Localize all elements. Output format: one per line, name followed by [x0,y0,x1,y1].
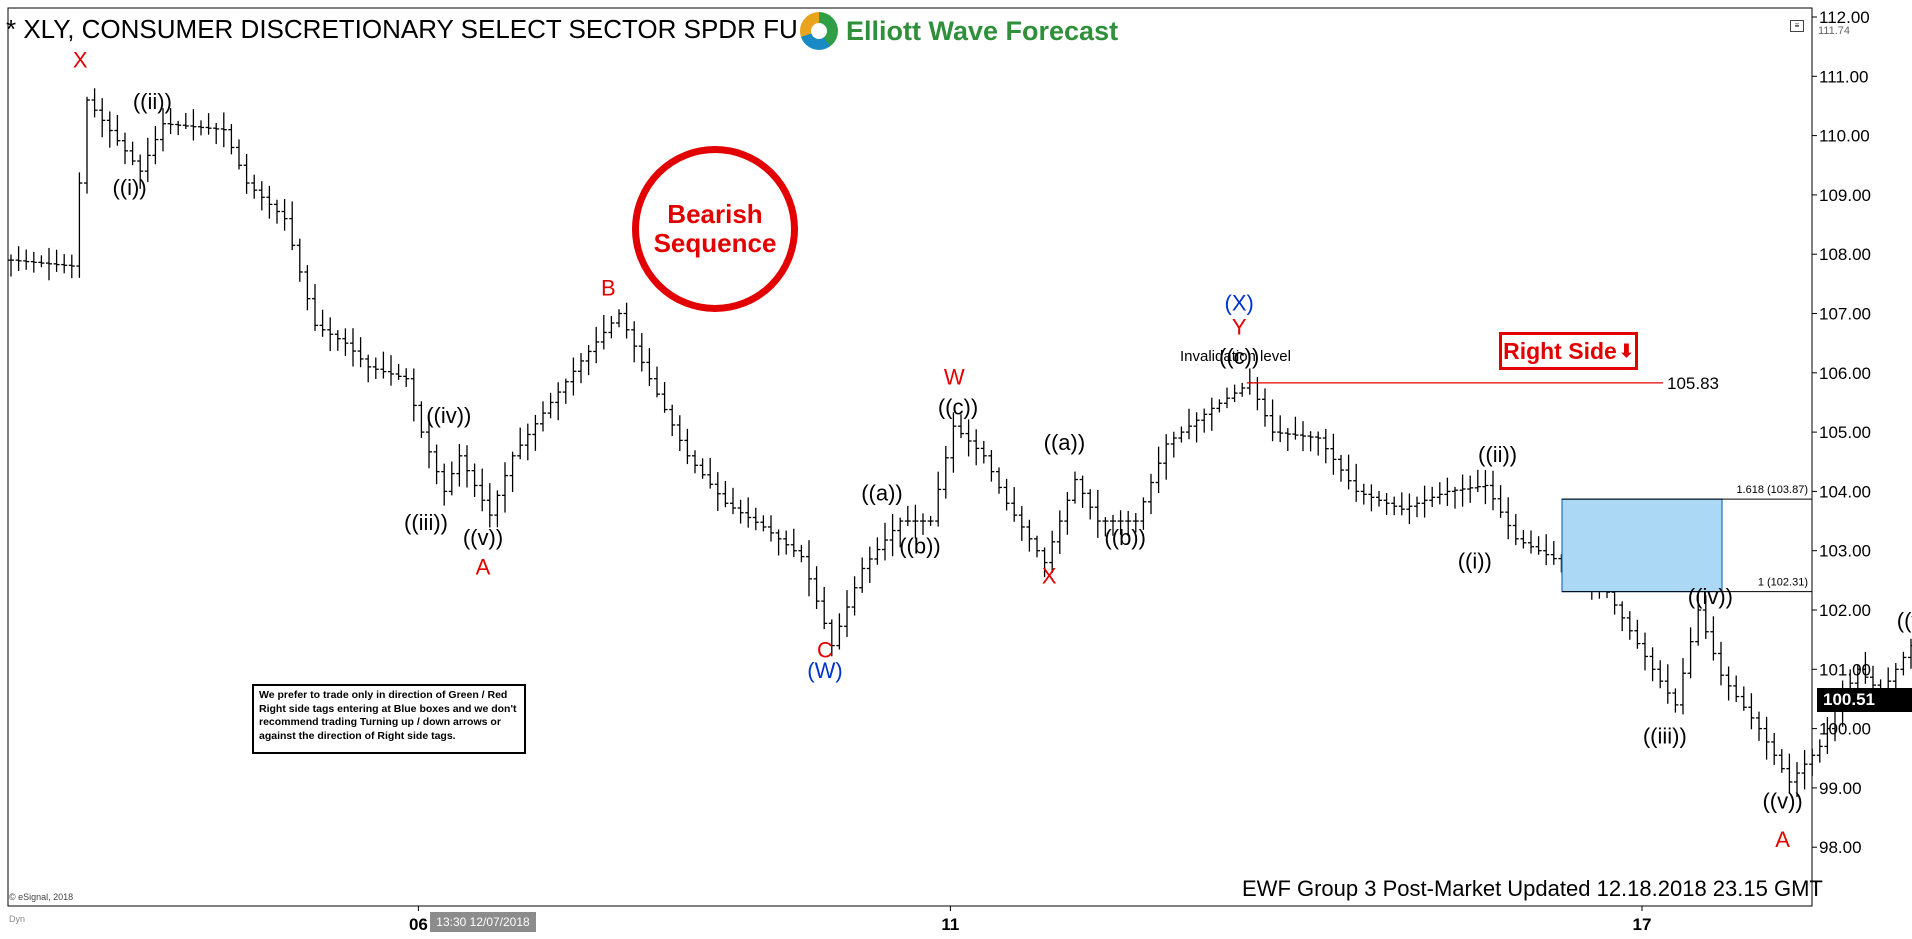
wave-label: ((i)) [112,175,146,200]
badge-line-2: Sequence [653,228,777,258]
x-tick-label: 06 [409,915,428,934]
wave-label: ((ii)) [133,89,172,114]
copyright-text: © eSignal, 2018 [9,892,74,902]
right-side-tag: Right Side ⬇ [1499,332,1638,370]
y-tick-label: 105.00 [1819,423,1871,442]
y-tick-label: 104.00 [1819,482,1871,501]
wave-label: A [1775,827,1790,852]
cursor-date-label: 13:30 12/07/2018 [430,912,536,932]
wave-label: ((v)) [1762,789,1802,814]
wave-label: ((i)) [1458,548,1492,573]
y-tick-label: 109.00 [1819,186,1871,205]
wave-label: A [476,554,491,579]
top-price-readout: 111.74 [1818,25,1851,37]
elliott-wave-logo-icon [800,12,838,50]
wave-label: W [944,365,965,390]
wave-label: B [601,276,616,301]
wave-label: (W) [807,658,842,683]
x-tick-label: 17 [1633,915,1652,934]
y-tick-label: 100.00 [1819,720,1871,739]
y-tick-label: 112.00 [1819,8,1870,27]
trading-note: We prefer to trade only in direction of … [252,684,526,754]
wave-label: ((a)) [861,480,903,505]
wave-label: ((ii)) [1478,442,1517,467]
wave-label: ((iii)) [404,510,448,535]
target-high-label: 1.618 (103.87) [1736,484,1808,496]
wave-label: ((b)) [899,534,941,559]
wave-label: ((c)) [938,394,978,419]
invalidation-label: Invalidation level [1180,348,1291,365]
y-tick-label: 98.00 [1819,838,1862,857]
chart-menu-icon[interactable]: ≡ [1790,20,1804,32]
wave-label: ((c)) [1219,344,1259,369]
wave-label: (X) [1225,291,1254,316]
y-tick-label: 99.00 [1819,779,1862,798]
wave-label: ((a)) [1044,430,1086,455]
wave-label: C [817,637,833,662]
wave-label: ((b)) [1104,525,1146,550]
wave-label: X [1042,563,1057,588]
x-tick-label: 11 [941,915,959,934]
wave-label: ((iii)) [1643,723,1687,748]
current-price-marker: 100.51 [1817,688,1912,712]
brand-name: Elliott Wave Forecast [846,15,1119,46]
y-tick-label: 110.00 [1819,127,1870,146]
chart-title: * XLY, CONSUMER DISCRETIONARY SELECT SEC… [6,14,796,44]
wave-label: ((v)) [463,525,503,550]
y-tick-label: 107.00 [1819,305,1871,324]
y-tick-label: 106.00 [1819,364,1871,383]
badge-line-1: Bearish [667,199,763,229]
y-tick-label: 103.00 [1819,542,1871,561]
update-footer: EWF Group 3 Post-Market Updated 12.18.20… [1242,876,1823,901]
wave-label: Y [1232,314,1247,339]
wave-label: ((iv)) [1688,584,1733,609]
wave-label: ((iv)) [426,403,471,428]
right-side-label: Right Side [1503,337,1617,364]
y-tick-label: 102.00 [1819,601,1871,620]
y-tick-label: 108.00 [1819,245,1871,264]
invalidation-value: 105.83 [1667,374,1719,393]
wave-label: X [73,47,88,72]
y-tick-label: 111.00 [1819,67,1868,86]
bearish-sequence-badge: Bearish Sequence [632,146,798,312]
target-low-label: 1 (102.31) [1758,577,1808,589]
plot-frame [7,7,1813,907]
target-blue-box [1561,498,1723,593]
wave-label: ((w)) [1897,608,1912,633]
dyn-label[interactable]: Dyn [9,914,26,924]
down-arrow-icon: ⬇ [1618,340,1634,361]
brand-logo: Elliott Wave Forecast [800,12,1118,50]
